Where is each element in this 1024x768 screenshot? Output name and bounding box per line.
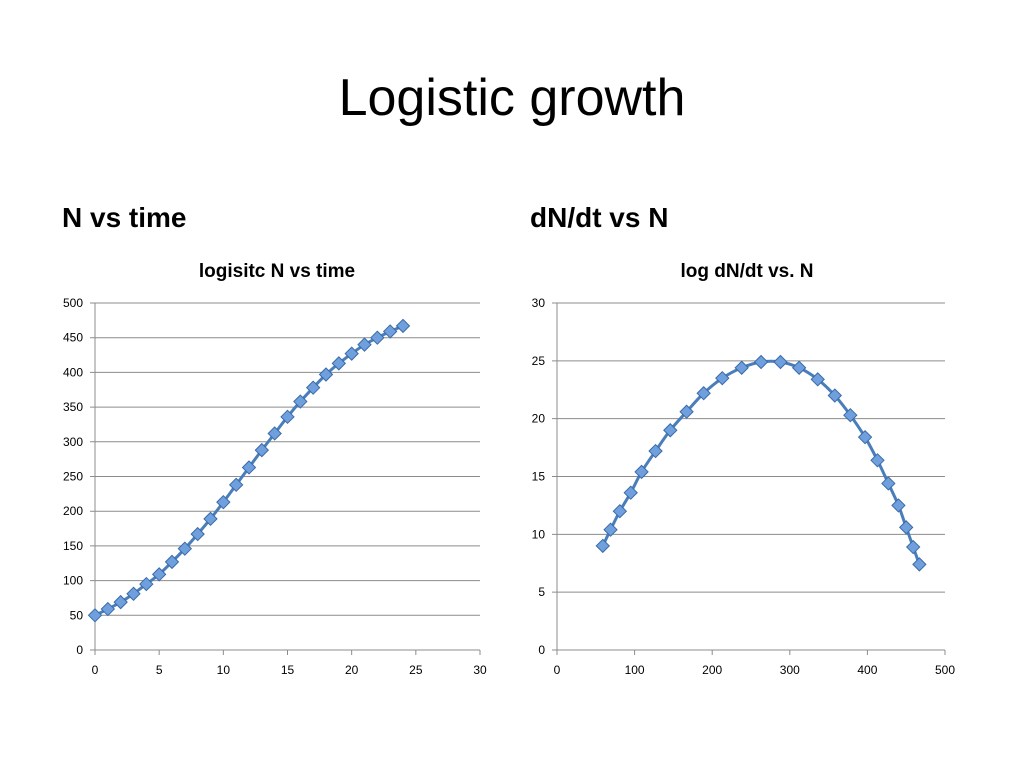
x-tick-label: 200 [702, 663, 722, 677]
x-tick-label: 300 [780, 663, 800, 677]
data-point [382, 324, 398, 339]
data-point [791, 360, 807, 375]
data-point [267, 426, 282, 441]
y-tick-label: 5 [538, 585, 545, 599]
data-point [634, 464, 649, 480]
data-point [595, 538, 610, 554]
data-point [177, 541, 193, 556]
data-point [857, 429, 873, 445]
data-point [870, 453, 885, 468]
x-tick-label: 500 [935, 663, 955, 677]
data-point [843, 407, 858, 423]
y-tick-label: 100 [63, 574, 83, 588]
right-section-heading: dN/dt vs N [530, 202, 669, 233]
data-point [126, 586, 141, 601]
data-point [827, 388, 843, 403]
data-point [113, 594, 128, 610]
chart-title: log dN/dt vs. N [681, 261, 814, 282]
data-point [679, 404, 694, 419]
data-point [810, 372, 825, 387]
data-point [254, 442, 270, 458]
x-tick-label: 10 [217, 663, 231, 677]
y-tick-label: 500 [63, 296, 83, 310]
x-tick-label: 5 [156, 663, 163, 677]
data-point [898, 520, 914, 535]
data-point [395, 318, 411, 334]
data-point [648, 443, 663, 459]
data-point [100, 601, 116, 617]
data-point [734, 360, 749, 375]
data-point [87, 608, 103, 623]
data-point [370, 330, 385, 345]
data-point [612, 503, 628, 519]
y-tick-label: 450 [63, 331, 83, 345]
x-tick-label: 15 [281, 663, 295, 677]
y-tick-label: 0 [76, 643, 83, 657]
y-tick-label: 15 [532, 470, 546, 484]
y-tick-label: 0 [538, 643, 545, 657]
x-tick-label: 0 [92, 663, 99, 677]
data-point [881, 476, 896, 491]
x-tick-label: 400 [857, 663, 877, 677]
y-tick-label: 200 [63, 504, 83, 518]
data-point [203, 511, 218, 527]
left-section-heading: N vs time [62, 202, 187, 233]
data-point [753, 354, 769, 370]
data-point [241, 460, 257, 475]
data-point [331, 356, 347, 371]
y-tick-label: 150 [63, 539, 83, 553]
data-point [623, 485, 638, 500]
y-tick-label: 300 [63, 435, 83, 449]
data-point [357, 337, 372, 352]
data-point [164, 554, 180, 570]
data-point [190, 526, 205, 542]
data-point [139, 576, 154, 592]
x-tick-label: 30 [473, 663, 487, 677]
slide-title: Logistic growth [338, 69, 686, 127]
data-point [663, 423, 678, 438]
y-tick-label: 30 [532, 296, 546, 310]
data-point [905, 539, 921, 555]
y-tick-label: 10 [532, 527, 546, 541]
data-point [344, 346, 359, 361]
y-tick-label: 350 [63, 400, 83, 414]
y-tick-label: 50 [70, 608, 84, 622]
data-point [773, 354, 788, 370]
data-point [293, 394, 308, 409]
x-tick-label: 100 [625, 663, 645, 677]
x-tick-label: 20 [345, 663, 359, 677]
data-point [151, 567, 167, 582]
x-tick-label: 0 [554, 663, 561, 677]
data-point [891, 498, 906, 513]
data-point [318, 367, 334, 382]
data-point [603, 522, 618, 537]
y-tick-label: 20 [532, 412, 546, 426]
data-point [912, 557, 927, 572]
data-point [305, 380, 321, 395]
y-tick-label: 400 [63, 365, 83, 379]
data-point [228, 477, 244, 493]
data-point [696, 386, 711, 401]
chart-1: logisitc N vs time0501001502002503003504… [63, 261, 487, 677]
data-point [216, 494, 231, 510]
chart-title: logisitc N vs time [199, 261, 355, 282]
y-tick-label: 250 [63, 470, 83, 484]
x-tick-label: 25 [409, 663, 423, 677]
data-point [715, 370, 730, 386]
data-point [280, 409, 295, 425]
y-tick-label: 25 [532, 354, 546, 368]
